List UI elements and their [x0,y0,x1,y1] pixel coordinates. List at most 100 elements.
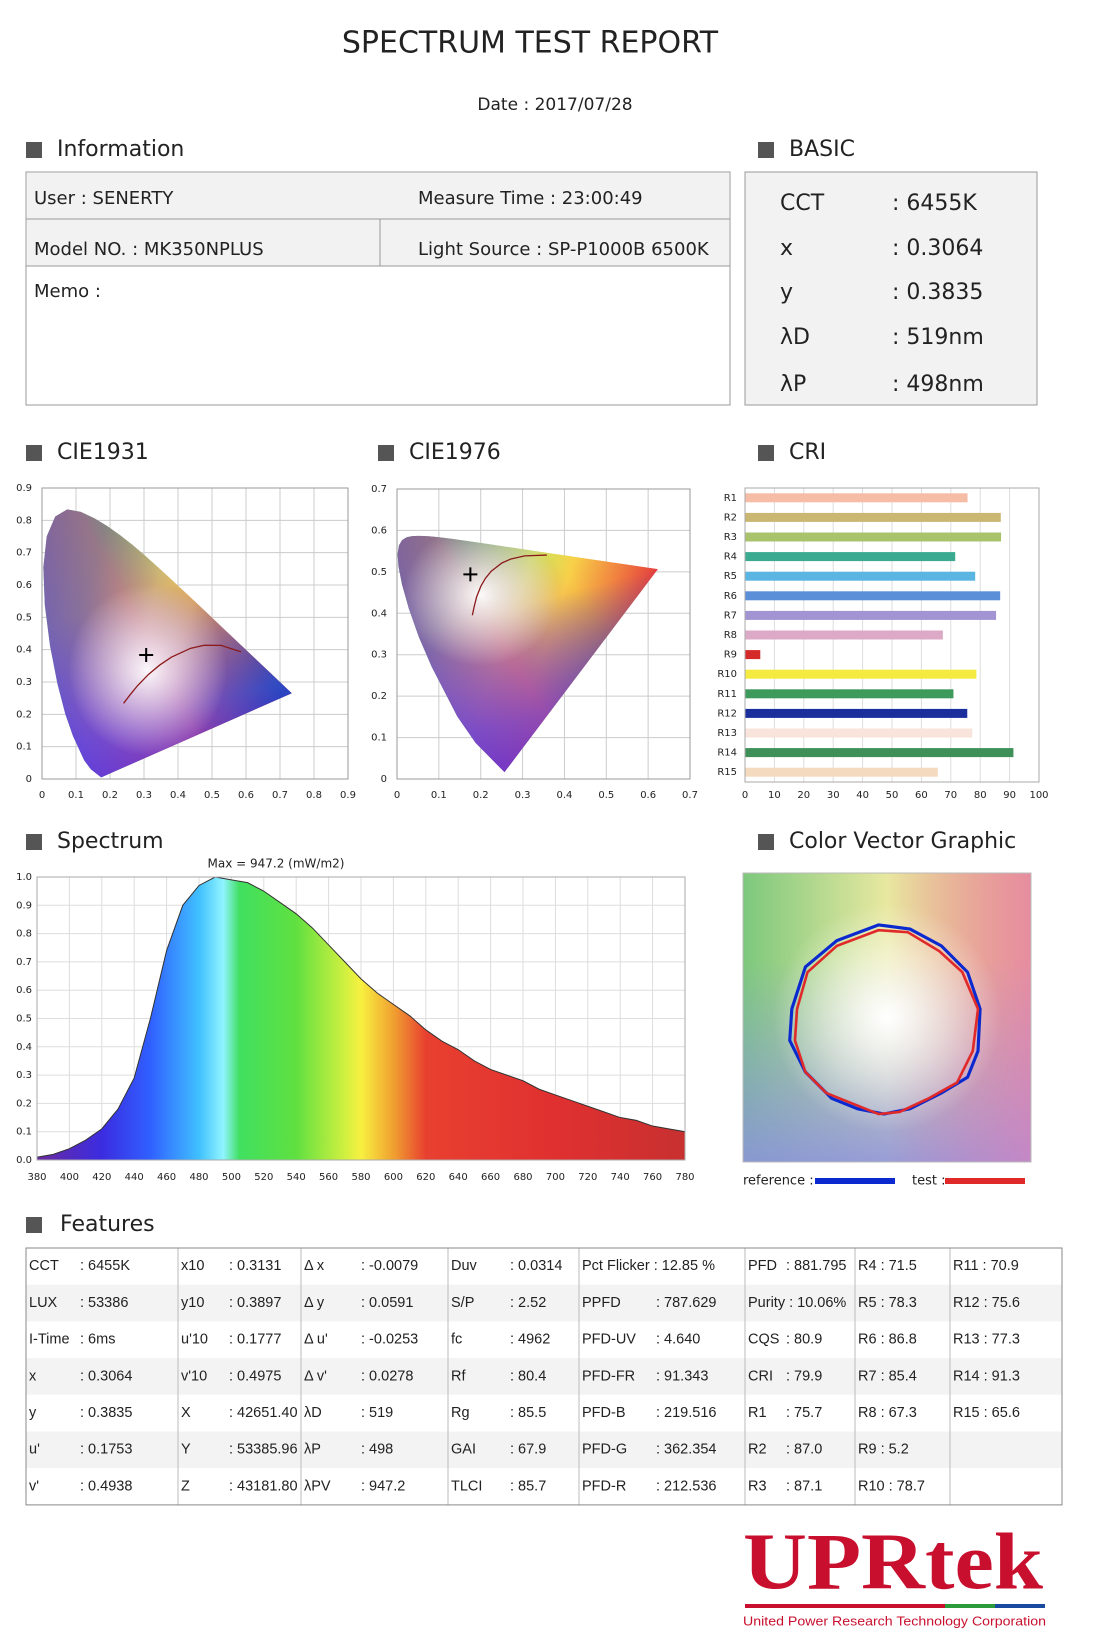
cell-value: : 0.3835 [80,1405,132,1421]
cell-text: R6 : 86.8 [858,1332,917,1348]
cell-value: : 4.640 [656,1332,700,1348]
cell-text: Purity : 10.06% [748,1295,846,1311]
x-tick-label: 50 [886,790,899,801]
basic-rows: CCT: 6455K x: 0.3064 y: 0.3835 λD: 519nm λP:… [780,191,984,397]
cell-label: v' [29,1478,39,1494]
report-title: SPECTRUM TEST REPORT [342,26,719,61]
cell-label: Δ u' [304,1332,328,1348]
x-tick-label: 700 [546,1172,565,1183]
plot-border [41,487,349,780]
planckian-locus [471,554,547,616]
info-user: User : SENERTY [34,188,174,209]
legend-label: reference : [743,1174,814,1189]
y-tick-label: 0.2 [371,691,387,702]
category-label: R5 [724,571,737,582]
cell-label: CCT [29,1258,59,1274]
features-table: CCT: 6455K x10: 0.3131 Δ x: -0.0079 Duv: 0.… [25,1247,1063,1506]
bar [745,689,954,699]
cell-value: : 2.52 [510,1295,546,1311]
x-tick-label: 0 [742,790,748,801]
bar [745,532,1002,542]
x-tick-label: 400 [60,1172,79,1183]
cell-label: LUX [29,1295,58,1311]
x-tick-label: 0.7 [682,790,698,801]
logo-tagline: United Power Research Technology Corpora… [743,1613,1046,1628]
x-tick-label: 30 [827,790,840,801]
y-tick-label: 0.5 [16,1014,32,1025]
x-tick-label: 20 [797,790,810,801]
x-tick-label: 0.5 [204,790,220,801]
cell-text: R15 : 65.6 [953,1405,1020,1421]
bar [745,512,1001,522]
cell-label: Δ x [304,1258,325,1274]
basic-value: : 519nm [892,325,984,350]
cell-value: : 87.1 [786,1478,822,1494]
category-label: R12 [717,708,737,719]
cell-text: R14 : 91.3 [953,1368,1020,1384]
cell-label: fc [451,1332,462,1348]
cell-label: x10 [181,1258,204,1274]
bar [745,591,1001,601]
cell-label: Δ v' [304,1368,327,1384]
cell-label: CRI [748,1368,773,1384]
cell-label: u' [29,1442,40,1458]
x-tick-label: 0.7 [272,790,288,801]
bar [745,571,976,581]
x-tick-label: 0.8 [306,790,322,801]
bar [745,552,956,562]
cell-label: λPV [304,1478,331,1494]
bar [745,650,761,660]
table-row [26,1431,1062,1469]
cell-label: X [181,1405,191,1421]
cell-label: y [29,1405,37,1421]
bar [745,748,1014,758]
section-title: Information [57,137,184,162]
table-row [26,1248,1062,1285]
report-date: Date : 2017/07/28 [477,95,632,115]
basic-label: y [780,280,793,305]
x-tick-label: 540 [287,1172,306,1183]
basic-label: λD [780,325,810,350]
plot-border [36,876,686,1161]
x-tick-label: 780 [675,1172,694,1183]
y-tick-label: 0.8 [16,515,32,526]
section-title: CIE1976 [409,440,501,465]
section-marker [26,834,42,850]
cell-label: Rf [451,1368,466,1384]
y-tick-label: 0.1 [371,733,387,744]
annotation: Max = 947.2 (mW/m2) [208,857,345,871]
x-tick-label: 0.1 [68,790,84,801]
color-vector-plot: reference : test : [742,872,1032,1189]
x-tick-label: 90 [1003,790,1016,801]
x-tick-label: 80 [974,790,987,801]
cell-value: : 0.3131 [229,1258,281,1274]
info-model: Model NO. : MK350NPLUS [34,239,264,260]
cell-text: R4 : 71.5 [858,1258,917,1274]
cell-value: : 212.536 [656,1478,716,1494]
basic-value: : 0.3835 [892,280,983,305]
category-label: R14 [717,748,737,759]
cell-value: : 53385.96 [229,1442,298,1458]
logo-name: UPRtek [743,1518,1044,1606]
cell-label: PFD-B [582,1405,626,1421]
bar [745,610,997,620]
x-tick-label: 10 [768,790,781,801]
chromaticity-point [139,648,154,663]
y-tick-label: 0.7 [16,957,32,968]
category-label: R1 [724,493,737,504]
basic-label: λP [780,372,806,397]
cell-value: : 787.629 [656,1295,716,1311]
cell-label: Z [181,1478,190,1494]
cell-label: PPFD [582,1295,621,1311]
x-tick-label: 660 [481,1172,500,1183]
category-label: R11 [717,689,737,700]
x-tick-label: 0.1 [431,790,447,801]
cell-label: x [29,1368,37,1384]
cell-label: R3 [748,1478,767,1494]
section-title: Features [60,1212,155,1237]
category-label: R9 [724,650,737,661]
cell-value: : 0.0314 [510,1258,562,1274]
cell-label: PFD-G [582,1442,627,1458]
x-tick-label: 680 [513,1172,532,1183]
cell-value: : 53386 [80,1295,128,1311]
